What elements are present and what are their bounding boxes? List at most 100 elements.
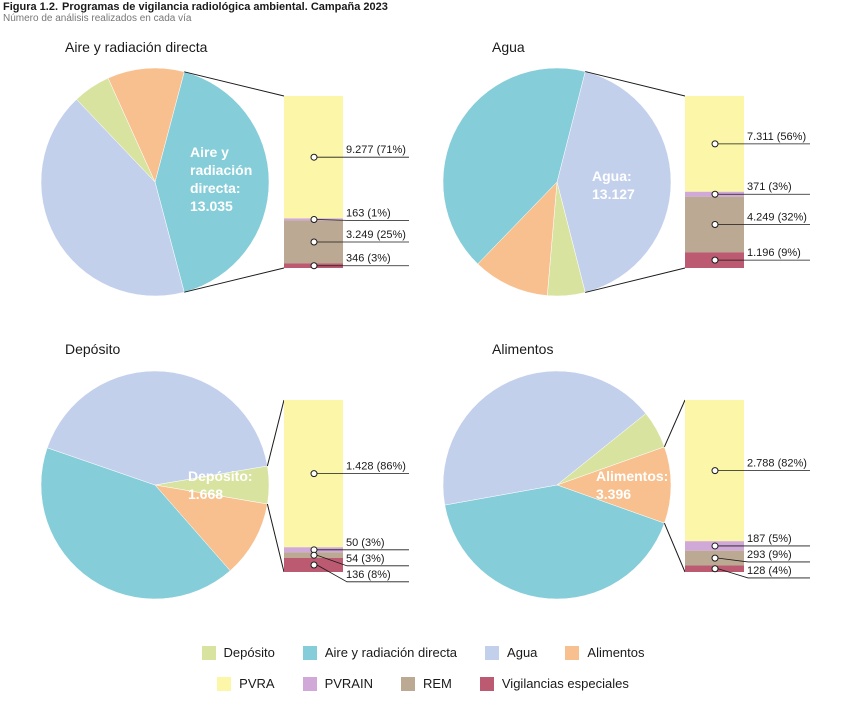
chart-panel-aire-y-radiacion-directa: Aire y radiación directa Aire y radiación d… (40, 39, 409, 297)
chart-panel-agua: Agua Agua: 13.127 7.311 (56%) 371 (3%) 4.249 … (442, 39, 810, 297)
data-marker-pvra (310, 470, 318, 478)
data-label-vigilancias-especiales: 1.196 (9%) (747, 247, 801, 259)
data-marker-vigilancias-especiales (711, 565, 719, 573)
data-label-pvra: 1.428 (86%) (346, 461, 406, 473)
pie-center-label-line: Alimentos: (596, 468, 668, 484)
figure-number: Figura 1.2. (3, 1, 59, 13)
data-label-vigilancias-especiales: 128 (4%) (747, 565, 792, 577)
pie-slice-aire-y-radiacion-directa (154, 71, 270, 293)
figure-subtitle: Número de análisis realizados en cada ví… (3, 13, 192, 24)
pie-slice-alimentos (154, 484, 268, 572)
legend-item-rem: REM (400, 676, 452, 691)
data-marker-vigilancias-especiales (711, 256, 719, 264)
legend-label: Agua (507, 645, 538, 660)
pie-slice-agua (40, 98, 185, 297)
legend-label: PVRAIN (324, 676, 373, 691)
connector-line-top (266, 399, 285, 467)
legend-item-pvrain: PVRAIN (302, 676, 373, 691)
connector-line-top (585, 71, 686, 97)
data-marker-pvrain (711, 190, 719, 198)
pie-center-label-line: Aire y (190, 144, 229, 160)
pie-slice-alimentos (556, 446, 672, 524)
legend-label: Alimentos (587, 645, 645, 660)
connector-line-bottom (184, 267, 285, 293)
legend-swatch (201, 645, 216, 660)
pie-slice-agua (46, 370, 268, 486)
legend-item-aire-y-radiacion-directa: Aire y radiación directa (302, 645, 458, 660)
data-label-pvrain: 187 (5%) (747, 533, 792, 545)
chart-panel-deposito: Depósito Depósito: 1.668 1.428 (86%) 50 (3%)… (40, 341, 409, 600)
pie-center-label-line: 13.127 (592, 186, 635, 202)
data-label-rem: 4.249 (32%) (747, 211, 807, 223)
pie-center-label: Depósito: 1.668 (188, 468, 253, 502)
pie-slice-aire-y-radiacion-directa (442, 67, 586, 265)
leader-line-rem (316, 554, 409, 567)
pie-slice-alimentos (107, 67, 185, 183)
data-label-vigilancias-especiales: 136 (8%) (346, 569, 391, 581)
pie-center-label-line: Depósito: (188, 468, 253, 484)
pie-center-label-line: Agua: (592, 168, 632, 184)
leader-line-rem (717, 557, 810, 563)
data-label-rem: 3.249 (25%) (346, 229, 406, 241)
pie-slice-aire-y-radiacion-directa (40, 447, 231, 600)
data-marker-rem (310, 238, 318, 246)
pie-center-label-line: 13.035 (190, 198, 233, 214)
legend-swatch (400, 676, 415, 691)
pie-center-label: Agua: 13.127 (592, 168, 635, 202)
data-marker-pvra (711, 467, 719, 475)
pie-slice-aire-y-radiacion-directa (444, 484, 665, 600)
legend-label: PVRA (239, 676, 275, 691)
data-marker-pvrain (711, 542, 719, 550)
data-marker-pvra (711, 140, 719, 148)
pie-center-label-line: directa: (190, 180, 241, 196)
chart-title: Alimentos (492, 341, 553, 357)
pie-slice-alimentos (477, 181, 558, 296)
data-label-vigilancias-especiales: 346 (3%) (346, 253, 391, 265)
chart-title: Agua (492, 39, 525, 55)
leader-line-vigilancias-especiales (717, 568, 810, 579)
legend-swatch (302, 645, 317, 660)
connector-line-bottom (585, 267, 686, 293)
legend-swatch (217, 676, 232, 691)
legend-label: Aire y radiación directa (324, 645, 458, 660)
legend-item-deposito: Depósito (201, 645, 275, 660)
pie-center-label: Alimentos: 3.396 (596, 468, 668, 502)
pie-center-label-line: 1.668 (188, 486, 223, 502)
connector-line-bottom (266, 503, 285, 573)
legend-label: REM (422, 676, 452, 691)
figure-title-text: Programas de vigilancia radiológica ambi… (62, 1, 388, 13)
data-marker-rem (711, 554, 719, 562)
data-marker-vigilancias-especiales (310, 262, 318, 270)
legend-swatch (302, 676, 317, 691)
legend-bar-categories: PVRA PVRAIN REM Vigilancias especiales (0, 676, 846, 691)
data-marker-rem (711, 220, 719, 228)
data-marker-vigilancias-especiales (310, 561, 318, 569)
pie-slice-agua (556, 71, 672, 293)
legend-pie-categories: Depósito Aire y radiación directa Agua Alim… (0, 645, 846, 660)
data-marker-rem (310, 551, 318, 559)
leader-line-pvrain (316, 219, 409, 221)
pie-center-label: Aire y radiación directa: 13.035 (190, 144, 252, 214)
data-label-pvra: 7.311 (56%) (747, 131, 806, 143)
data-label-rem: 54 (3%) (346, 553, 385, 565)
pie-center-label-line: radiación (190, 162, 252, 178)
pie-center-label-line: 3.396 (596, 486, 631, 502)
chart-title: Depósito (65, 341, 120, 357)
connector-line-top (663, 399, 686, 448)
data-label-pvrain: 163 (1%) (346, 207, 391, 219)
legend-item-vigilancias-especiales: Vigilancias especiales (479, 676, 629, 691)
pie-slice-agua (442, 370, 647, 506)
legend-swatch (485, 645, 500, 660)
legend-swatch (479, 676, 494, 691)
data-label-pvra: 2.788 (82%) (747, 458, 807, 470)
data-label-pvrain: 50 (3%) (346, 537, 385, 549)
data-label-pvra: 9.277 (71%) (346, 144, 406, 156)
chart-title: Aire y radiación directa (65, 39, 208, 55)
data-marker-pvra (310, 153, 318, 161)
leader-line-vigilancias-especiales (316, 564, 409, 583)
data-label-pvrain: 371 (3%) (747, 181, 792, 193)
figure-title: Figura 1.2. Programas de vigilancia radio… (3, 1, 388, 13)
charts-canvas: Aire y radiación directa Aire y radiación d… (40, 39, 810, 600)
connector-line-bottom (663, 523, 686, 573)
legend-item-alimentos: Alimentos (565, 645, 645, 660)
